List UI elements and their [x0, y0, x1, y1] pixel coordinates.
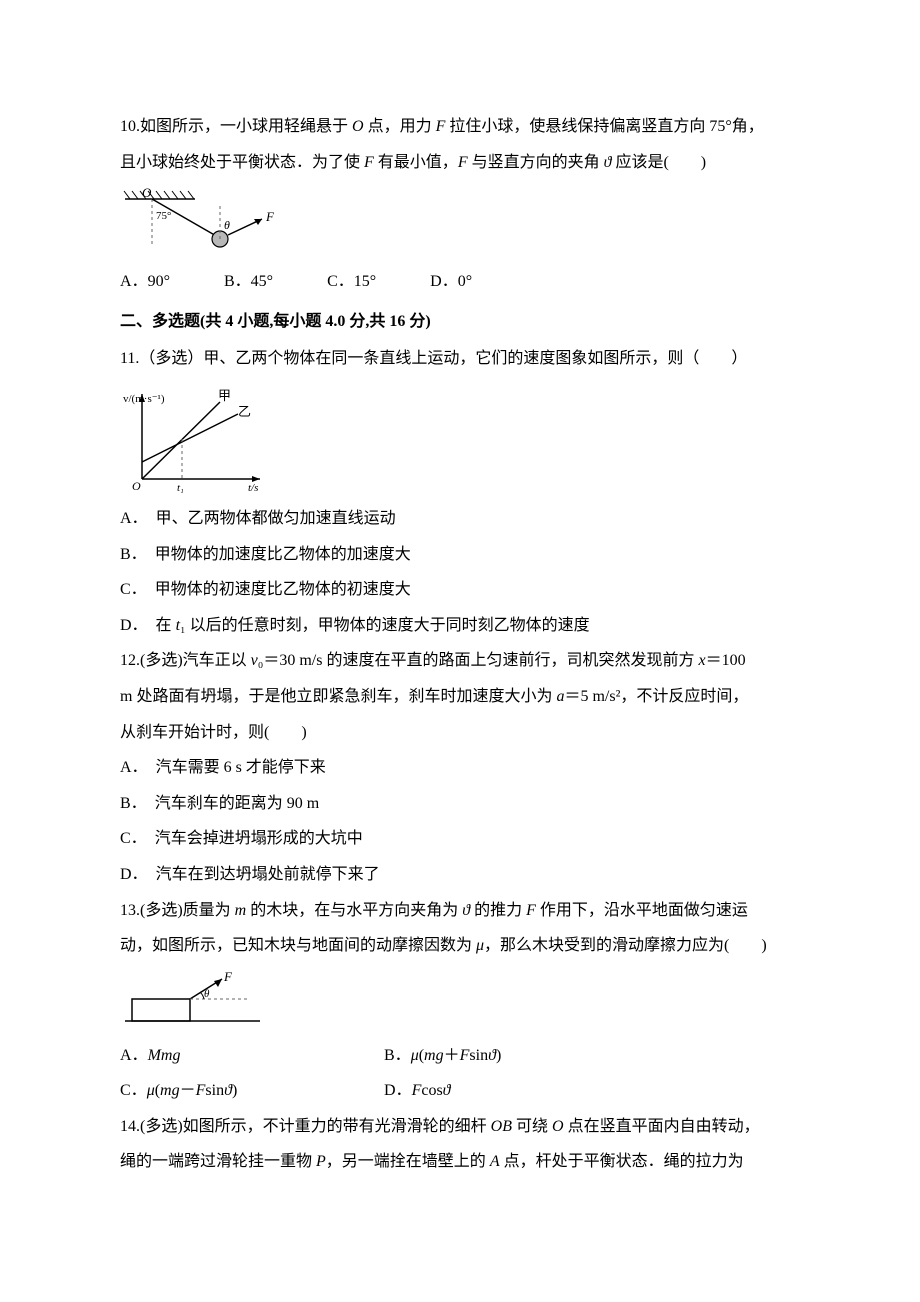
- q13-line1: 13.(多选)质量为 m 的木块，在与水平方向夹角为 ϑ 的推力 F 作用下，沿…: [120, 894, 800, 928]
- q12-line2: m 处路面有坍塌，于是他立即紧急刹车，刹车时加速度大小为 a＝5 m/s²，不计…: [120, 680, 800, 714]
- q10-opt-D: 0°: [458, 273, 472, 290]
- q14-line2: 绳的一端跨过滑轮挂一重物 P，另一端拴在墙壁上的 A 点，杆处于平衡状态．绳的拉…: [120, 1145, 800, 1179]
- q11-xlabel: t/s: [248, 482, 258, 494]
- q11-opt-A-line: A． 甲、乙两物体都做匀加速直线运动: [120, 502, 800, 536]
- q13-theta-label: θ: [204, 988, 210, 1000]
- q11-yi: 乙: [238, 404, 251, 419]
- q12-opt-A-line: A． 汽车需要 6 s 才能停下来: [120, 751, 800, 785]
- q10-opt-C: 15°: [354, 273, 376, 290]
- q13-opt-line2: C．μ(mg－Fsinϑ) D．Fcosϑ: [120, 1074, 800, 1108]
- q11-opt-D-line: D． 在 t₁ 以后的任意时刻，甲物体的速度大于同时刻乙物体的速度: [120, 609, 800, 643]
- q10-opt-A: 90°: [148, 273, 170, 290]
- q12-opt-B-line: B． 汽车刹车的距离为 90 m: [120, 787, 800, 821]
- q13-opt-line1: A．Μmg B．μ(mg＋Fsinϑ): [120, 1039, 800, 1073]
- q11-opt-C-line: C． 甲物体的初速度比乙物体的初速度大: [120, 573, 800, 607]
- q11-ylabel: v/(m·s⁻¹): [123, 393, 165, 405]
- q12-line1: 12.(多选)汽车正以 v₀＝30 m/s 的速度在平直的路面上匀速前行，司机突…: [120, 644, 800, 678]
- q11-t1: t₁: [177, 482, 184, 494]
- q11-O: O: [132, 479, 141, 493]
- q11-line1: 11.（多选）甲、乙两个物体在同一条直线上运动，它们的速度图象如图所示，则（ ）: [120, 342, 800, 376]
- q13-line2: 动，如图所示，已知木块与地面间的动摩擦因数为 μ，那么木块受到的滑动摩擦力应为(…: [120, 929, 800, 963]
- q12-opt-C-line: C． 汽车会掉进坍塌形成的大坑中: [120, 822, 800, 856]
- q10-theta-label: θ: [224, 218, 230, 232]
- q10-opt-B: 45°: [251, 273, 273, 290]
- q10-options: A．90° B．45° C．15° D．0°: [120, 265, 800, 299]
- q11-figure: v/(m·s⁻¹) t/s O t₁ 甲 乙: [120, 384, 800, 494]
- section2-header: 二、多选题(共 4 小题,每小题 4.0 分,共 16 分): [120, 305, 800, 339]
- q11-opt-B-line: B． 甲物体的加速度比乙物体的加速度大: [120, 538, 800, 572]
- q10-O-label: O: [142, 187, 152, 200]
- q11-jia: 甲: [218, 388, 231, 403]
- q13-figure: F θ: [120, 971, 800, 1031]
- q10-figure: O 75° θ F: [120, 187, 800, 257]
- q12-line3: 从刹车开始计时，则( ): [120, 716, 800, 750]
- q10-line1: 10.如图所示，一小球用轻绳悬于 O 点，用力 F 拉住小球，使悬线保持偏离竖直…: [120, 110, 800, 144]
- q10-F-label: F: [265, 209, 275, 224]
- q10-angle-label: 75°: [156, 210, 171, 222]
- q10-line2: 且小球始终处于平衡状态．为了使 F 有最小值，F 与竖直方向的夹角 ϑ 应该是(…: [120, 146, 800, 180]
- q12-opt-D-line: D． 汽车在到达坍塌处前就停下来了: [120, 858, 800, 892]
- q14-line1: 14.(多选)如图所示，不计重力的带有光滑滑轮的细杆 OB 可绕 O 点在竖直平…: [120, 1110, 800, 1144]
- q13-F-label: F: [223, 971, 233, 984]
